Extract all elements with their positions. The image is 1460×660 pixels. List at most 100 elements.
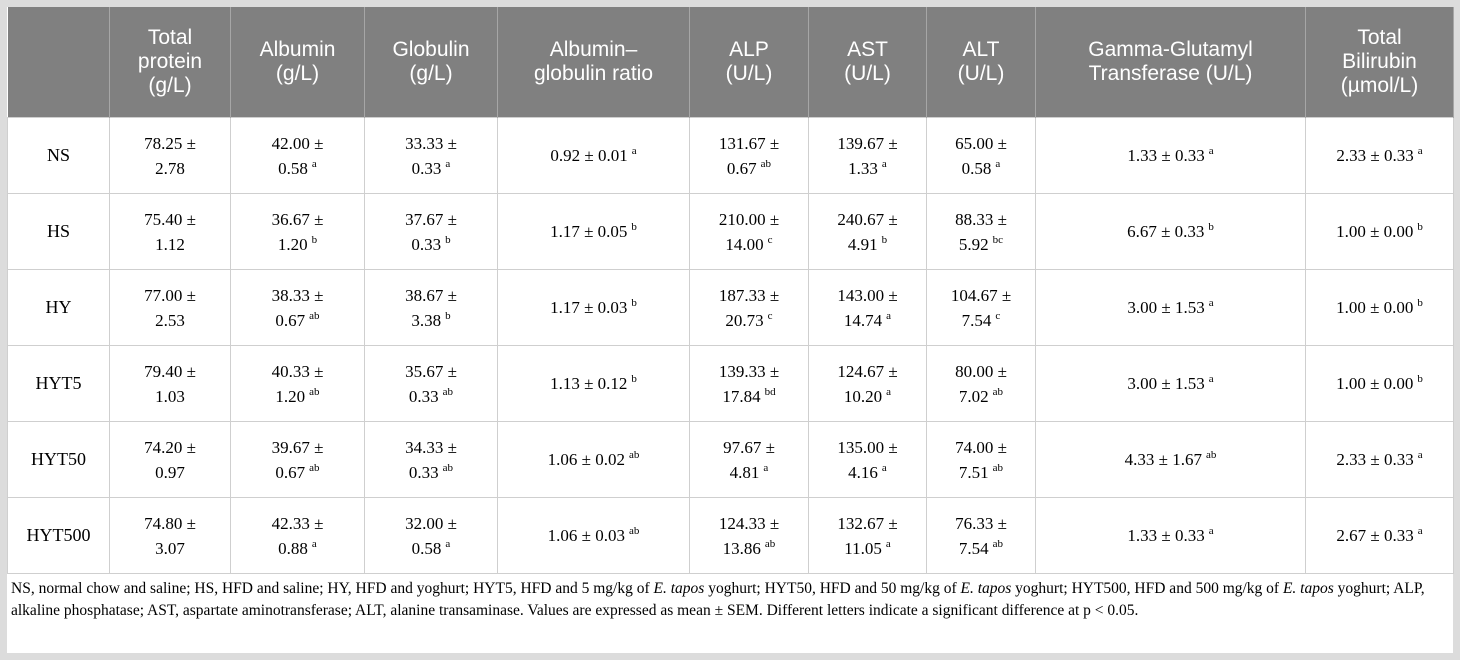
footnote-text: yoghurt; HYT50, HFD and 50 mg/kg of [704, 580, 961, 597]
column-header: Total Bilirubin (µmol/L) [1305, 7, 1454, 118]
significance-letter: b [311, 233, 318, 246]
table-cell: 3.00 ± 1.53 a [1035, 269, 1306, 346]
header-line: Gamma-Glutamyl [1088, 38, 1253, 61]
table-cell: 1.00 ± 0.00 b [1305, 345, 1454, 422]
footnote-text: NS, normal chow and saline; HS, HFD and … [11, 580, 654, 597]
cell-line: 78.25 ± [144, 133, 196, 153]
significance-letter: b [1208, 221, 1214, 233]
cell-line: 1.00 ± 0.00 b [1336, 373, 1423, 394]
cell-line: 14.74 a [843, 309, 892, 330]
cell-line: 2.53 [155, 310, 185, 330]
header-line: Albumin [259, 38, 336, 61]
cell-line: 0.58 a [961, 157, 1001, 178]
table-cell: 1.00 ± 0.00 b [1305, 193, 1454, 270]
cell-line: 0.33 ab [408, 385, 454, 406]
cell-line: 2.33 ± 0.33 a [1336, 145, 1423, 166]
table-cell: 0.92 ± 0.01 a [497, 117, 690, 194]
table-cell: 1.06 ± 0.02 ab [497, 421, 690, 498]
table-cell: 80.00 ± 7.02 ab [926, 345, 1036, 422]
significance-letter: bd [764, 385, 776, 398]
significance-letter: ab [760, 157, 772, 170]
header-row: Total protein (g/L) Albumin (g/L) Globulin (g/… [7, 7, 1454, 118]
footnote: NS, normal chow and saline; HS, HFD and … [7, 574, 1453, 622]
significance-letter: ab [442, 385, 454, 398]
cell-line: 131.67 ± [718, 133, 780, 153]
table-cell: 88.33 ± 5.92 bc [926, 193, 1036, 270]
cell-line: 79.40 ± [144, 361, 196, 381]
header-line: globulin ratio [533, 62, 654, 85]
cell-line: 7.54 ab [958, 537, 1004, 558]
cell-line: 104.67 ± [950, 285, 1012, 305]
table-cell: 75.40 ± 1.12 [109, 193, 231, 270]
table-cell: 97.67 ± 4.81 a [689, 421, 809, 498]
table-cell: 131.67 ± 0.67 ab [689, 117, 809, 194]
cell-line: 0.58 a [278, 157, 317, 178]
cell-line: 0.33 ab [408, 461, 454, 482]
row-label: HYT5 [7, 345, 110, 422]
table-cell: 124.67 ± 10.20 a [808, 345, 927, 422]
column-header: Globulin (g/L) [364, 7, 498, 118]
cell-line: 6.67 ± 0.33 b [1127, 221, 1214, 242]
cell-line: 0.58 a [411, 537, 451, 558]
table-cell: 1.33 ± 0.33 a [1035, 497, 1306, 574]
cell-line: 0.67 ab [275, 461, 320, 482]
table-cell: 1.13 ± 0.12 b [497, 345, 690, 422]
cell-line: 2.78 [155, 158, 185, 178]
header-line: protein [137, 50, 203, 73]
column-header: AST (U/L) [808, 7, 927, 118]
cell-line: 4.33 ± 1.67 ab [1124, 449, 1217, 470]
header-line: (g/L) [148, 74, 192, 97]
cell-line: 39.67 ± [271, 437, 324, 457]
significance-letter: b [445, 309, 451, 322]
header-line: Bilirubin [1342, 50, 1417, 73]
significance-letter: a [1208, 525, 1214, 537]
table-cell: 42.00 ± 0.58 a [230, 117, 365, 194]
header-line: (µmol/L) [1340, 74, 1419, 97]
cell-line: 132.67 ± [837, 513, 898, 533]
row-label: HS [7, 193, 110, 270]
cell-line: 0.33 a [411, 157, 451, 178]
table-cell: 132.67 ± 11.05 a [808, 497, 927, 574]
significance-letter: a [1417, 525, 1423, 537]
significance-letter: c [767, 309, 773, 322]
table-cell: 210.00 ± 14.00 c [689, 193, 809, 270]
cell-line: 1.20 ab [275, 385, 320, 406]
table-cell: 76.33 ± 7.54 ab [926, 497, 1036, 574]
cell-line: 7.51 ab [958, 461, 1004, 482]
row-label: NS [7, 117, 110, 194]
footnote-text: yoghurt; ALP, alkaline phosphatase; AST,… [11, 580, 1425, 619]
cell-line: 4.91 b [847, 233, 888, 254]
significance-letter: a [311, 537, 317, 550]
cell-line: 42.33 ± [271, 513, 324, 533]
cell-line: 135.00 ± [837, 437, 898, 457]
cell-line: 0.92 ± 0.01 a [550, 145, 637, 166]
cell-line: 42.00 ± [271, 133, 324, 153]
cell-line: 1.20 b [277, 233, 318, 254]
cell-line: 1.17 ± 0.03 b [550, 297, 637, 318]
significance-letter: b [1417, 297, 1423, 309]
significance-letter: ab [442, 461, 454, 474]
cell-line: 20.73 c [725, 309, 773, 330]
table-cell: 187.33 ± 20.73 c [689, 269, 809, 346]
cell-line: 4.16 a [848, 461, 887, 482]
cell-line: 10.20 a [843, 385, 892, 406]
significance-letter: ab [309, 461, 320, 474]
significance-letter: ab [309, 385, 320, 398]
table-cell: 1.17 ± 0.05 b [497, 193, 690, 270]
significance-letter: a [631, 145, 637, 157]
cell-line: 88.33 ± [955, 209, 1007, 229]
significance-letter: b [1417, 373, 1423, 385]
table-cell: 40.33 ± 1.20 ab [230, 345, 365, 422]
cell-line: 76.33 ± [955, 513, 1007, 533]
cell-line: 36.67 ± [271, 209, 324, 229]
table-cell: 1.33 ± 0.33 a [1035, 117, 1306, 194]
cell-line: 7.54 c [961, 309, 1001, 330]
cell-line: 97.67 ± [723, 437, 775, 457]
cell-line: 3.07 [155, 538, 185, 558]
header-line: ALT [962, 38, 1000, 61]
table-cell: 38.67 ± 3.38 b [364, 269, 498, 346]
table-cell: 37.67 ± 0.33 b [364, 193, 498, 270]
significance-letter: a [1208, 145, 1214, 157]
table-cell: 79.40 ± 1.03 [109, 345, 231, 422]
